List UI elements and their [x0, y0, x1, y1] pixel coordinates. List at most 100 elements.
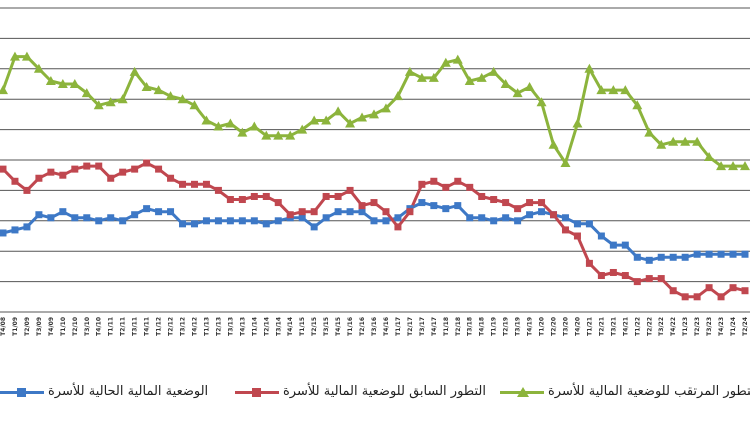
series-3-point — [321, 115, 332, 125]
series-3-point — [333, 106, 344, 116]
series-1-point — [609, 241, 617, 249]
series-3-point — [129, 66, 140, 76]
series-1-point — [107, 214, 115, 222]
series-3-point — [560, 158, 571, 168]
x-tick-label: T2/15 — [311, 317, 318, 336]
series-1-point — [262, 220, 270, 228]
series-2-point — [406, 208, 414, 216]
series-2-point — [741, 287, 749, 295]
x-tick-label: T2/16 — [359, 317, 366, 336]
series-1-point — [35, 211, 43, 219]
series-2-point — [274, 199, 282, 207]
line-chart: T4/08 T1/09 T2/09 T3/09 T4/09 T1/10 T2/10 T3/10… — [0, 7, 750, 336]
series-3-point — [656, 139, 667, 149]
legend-swatch-series-3 — [500, 386, 544, 397]
series-2-point — [83, 162, 91, 170]
series-1-point — [573, 220, 581, 228]
series-1-point — [226, 217, 234, 225]
series-2-point — [95, 162, 103, 170]
x-tick-label: T1/22 — [634, 317, 641, 336]
x-tick-label: T3/19 — [515, 317, 522, 336]
series-3-point — [201, 115, 212, 125]
series-2-point — [59, 171, 67, 179]
series-1-point — [430, 202, 438, 210]
series-1-point — [11, 226, 19, 234]
x-tick-label: T1/20 — [539, 317, 546, 336]
series-3-point — [536, 97, 547, 107]
series-2-point — [190, 180, 198, 188]
x-tick-label: T1/19 — [491, 317, 498, 336]
series-3-point — [345, 118, 356, 128]
x-tick-label: T1/17 — [395, 317, 402, 336]
legend-swatch-series-1 — [0, 387, 44, 397]
series-1-point — [95, 217, 103, 225]
series-1-point — [514, 217, 522, 225]
x-tick-label: T3/10 — [84, 317, 91, 336]
x-tick-label: T3/17 — [419, 317, 426, 336]
series-2-point — [621, 272, 629, 280]
series-3-point — [213, 121, 224, 131]
series-2-point — [226, 196, 234, 204]
series-1-point — [633, 253, 641, 261]
legend-item-series-1: الوضعية المالية الحالية للأسرة — [0, 384, 208, 399]
series-3-point — [392, 91, 403, 101]
series-3-point — [81, 88, 92, 98]
series-3-point — [285, 130, 296, 140]
series-1-point — [119, 217, 127, 225]
series-3-point — [740, 161, 750, 171]
series-1-point — [526, 211, 534, 219]
series-3-point — [9, 51, 20, 61]
x-tick-label: T1/09 — [12, 317, 19, 336]
x-tick-label: T1/18 — [443, 317, 450, 336]
series-2-point — [550, 211, 558, 219]
series-3-point — [57, 79, 68, 88]
series-1-point — [298, 214, 306, 222]
series-1-point — [131, 211, 139, 219]
series-2-point — [597, 272, 605, 280]
x-tick-label: T4/08 — [0, 317, 7, 336]
x-tick-label: T3/21 — [610, 317, 617, 336]
legend-swatch-series-2 — [235, 387, 279, 397]
series-3-point — [464, 75, 475, 85]
x-tick-label: T2/18 — [455, 317, 462, 336]
series-2-point — [466, 183, 474, 191]
x-tick-label: T1/21 — [586, 317, 593, 336]
series-3-point — [261, 130, 272, 140]
series-2-point — [370, 199, 378, 207]
series-1-point — [370, 217, 378, 225]
legend-item-series-3: التطور المرتقب للوضعية المالية للأسرة — [500, 384, 750, 399]
series-1-point — [585, 220, 593, 228]
x-tick-label: T2/22 — [646, 317, 653, 336]
x-tick-label: T4/13 — [239, 317, 246, 336]
series-2-point — [286, 211, 294, 219]
series-2-point — [167, 174, 175, 182]
x-tick-label: T3/20 — [562, 317, 569, 336]
x-tick-label: T1/16 — [347, 317, 354, 336]
series-1-point — [190, 220, 198, 228]
x-tick-label: T3/11 — [132, 317, 139, 336]
series-2-point — [681, 293, 689, 301]
series-1-point — [346, 208, 354, 216]
series-2-point — [657, 275, 665, 283]
series-1-point — [597, 232, 605, 240]
series-3-point — [249, 121, 260, 131]
series-1-point — [179, 220, 187, 228]
series-3-point — [165, 91, 176, 101]
series-2-point — [35, 174, 43, 182]
series-3-point — [488, 66, 499, 76]
series-2-point — [442, 183, 450, 191]
series-2-point — [298, 208, 306, 216]
series-3-point — [33, 63, 44, 73]
series-3-point — [189, 100, 200, 110]
x-tick-label: T1/14 — [251, 317, 258, 336]
series-1-point — [657, 253, 665, 261]
x-tick-label: T2/10 — [72, 317, 79, 336]
series-1-point — [214, 217, 222, 225]
series-3-point — [584, 63, 595, 73]
x-tick-label: T3/22 — [658, 317, 665, 336]
series-2-point — [609, 268, 617, 276]
series-3-point — [668, 136, 679, 146]
series-2-point — [358, 202, 366, 210]
x-tick-label: T1/23 — [682, 317, 689, 336]
series-3-point — [93, 100, 104, 110]
